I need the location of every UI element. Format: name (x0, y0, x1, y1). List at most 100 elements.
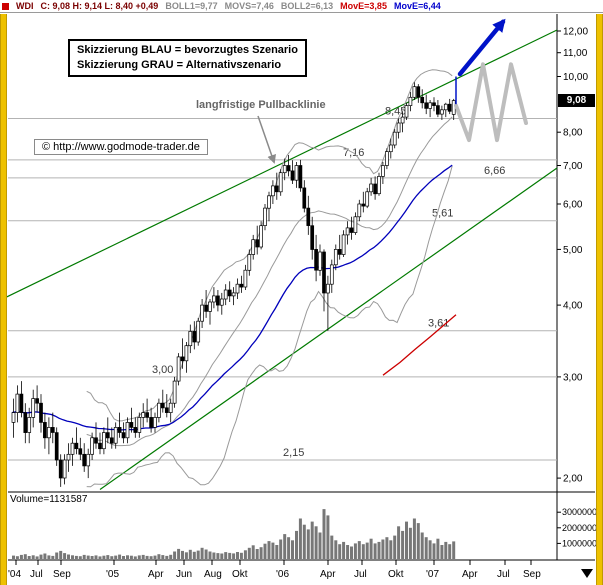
volume-axis-labels: 3000000 2000000 1000000 (557, 507, 597, 548)
candle-body (443, 103, 448, 111)
volume-bar (326, 515, 330, 559)
candle-body (231, 292, 236, 297)
price-axis-label: 3,00 (563, 372, 583, 383)
gray-scenario-zigzag (454, 62, 528, 143)
volume-bar (314, 526, 318, 559)
movs-value: MOVS=7,46 (224, 1, 274, 11)
candle-body (19, 393, 24, 413)
level-label: 3,61 (428, 318, 449, 330)
candle-body (43, 422, 47, 439)
candle-body (326, 283, 330, 294)
scroll-down-arrow-icon[interactable] (581, 569, 593, 578)
series-icon (2, 2, 9, 10)
volume-bar (184, 552, 188, 559)
scenario-legend-line1: Skizzierung BLAU = bevorzugtes Szenario (77, 44, 298, 56)
candle-body (278, 172, 283, 193)
quote-header: WDI C: 9,08 H: 9,14 L: 8,40 +0,49 BOLL1=… (0, 0, 603, 13)
price-axis-label: 4,00 (563, 301, 583, 312)
volume-bar (263, 543, 267, 559)
level-lines: 8,457,166,665,613,613,002,15 (8, 106, 557, 461)
candle-body (145, 412, 149, 418)
candle-body (188, 331, 193, 347)
volume-bar (43, 553, 47, 559)
volume-bar (243, 550, 247, 559)
candle-body (58, 459, 63, 479)
candle-body (329, 264, 334, 285)
volume-bar (444, 541, 448, 559)
date-axis-label: Sep (523, 569, 541, 580)
volume-bar (98, 556, 102, 559)
candle-body (357, 203, 362, 218)
candle-body (113, 427, 118, 444)
right-scrollbar[interactable] (596, 14, 603, 585)
volume-bar (365, 542, 369, 559)
candle-body (259, 225, 263, 248)
volume-bar (436, 538, 440, 559)
candle-body (117, 427, 122, 433)
candle-body (157, 402, 161, 418)
volume-bar (63, 553, 67, 559)
candle-body (447, 103, 452, 112)
volume-bar (15, 556, 19, 559)
volume-bar (330, 535, 334, 559)
ema-line-blue (11, 164, 453, 431)
volume-bar (141, 554, 145, 559)
volume-bar (322, 509, 326, 559)
bollinger-lower-band (86, 165, 453, 488)
volume-bar (310, 521, 314, 559)
candle-body (298, 165, 303, 189)
volume-bar (247, 547, 251, 559)
volume-bar (369, 538, 373, 559)
level-label: 2,15 (283, 447, 304, 459)
candle-body (78, 448, 83, 455)
scenario-legend-line2: Skizzierung GRAU = Alternativszenario (77, 59, 282, 71)
candle-body (247, 254, 252, 271)
candle-body (235, 283, 240, 294)
volume-bar (126, 555, 129, 559)
volume-bar (416, 523, 420, 559)
candlestick-series (11, 82, 456, 487)
volume-bar (239, 552, 243, 559)
candle-body (11, 412, 16, 423)
candle-body (121, 432, 126, 439)
volume-bar (137, 555, 141, 559)
volume-bars (12, 509, 456, 559)
volume-bar (153, 555, 157, 559)
candle-body (109, 437, 114, 444)
volume-bar (452, 541, 456, 559)
candle-body (341, 234, 346, 255)
volume-bar (228, 552, 232, 559)
candle-body (153, 417, 157, 428)
candle-body (381, 165, 385, 177)
candle-body (141, 412, 146, 418)
volume-bar (35, 556, 39, 559)
price-axis-label: 7,00 (563, 161, 583, 172)
candle-body (333, 249, 338, 266)
volume-bar (216, 553, 220, 559)
volume-bar (133, 556, 137, 559)
candle-body (219, 298, 224, 306)
volume-bar (39, 554, 43, 559)
candle-body (290, 170, 295, 181)
symbol-label: WDI (16, 1, 34, 11)
volume-bar (342, 541, 346, 559)
volume-bar (251, 545, 255, 559)
candle-body (216, 295, 220, 306)
candle-body (440, 109, 444, 115)
candle-body (204, 304, 208, 312)
left-scrollbar[interactable] (0, 14, 7, 585)
candle-body (82, 453, 87, 467)
pullback-arrow (257, 115, 276, 164)
candle-body (416, 86, 421, 98)
bollinger-middle-band (86, 116, 453, 447)
volume-bar (408, 527, 412, 559)
volume-bar (389, 540, 393, 559)
candle-body (27, 417, 32, 433)
volume-bar (420, 532, 424, 559)
volume-bar (188, 549, 192, 559)
date-axis-label: Okt (388, 569, 404, 580)
volume-bar (181, 550, 184, 559)
candle-body (149, 417, 153, 428)
volume-bar (295, 530, 298, 559)
price-axis-label: 11,00 (563, 48, 588, 59)
